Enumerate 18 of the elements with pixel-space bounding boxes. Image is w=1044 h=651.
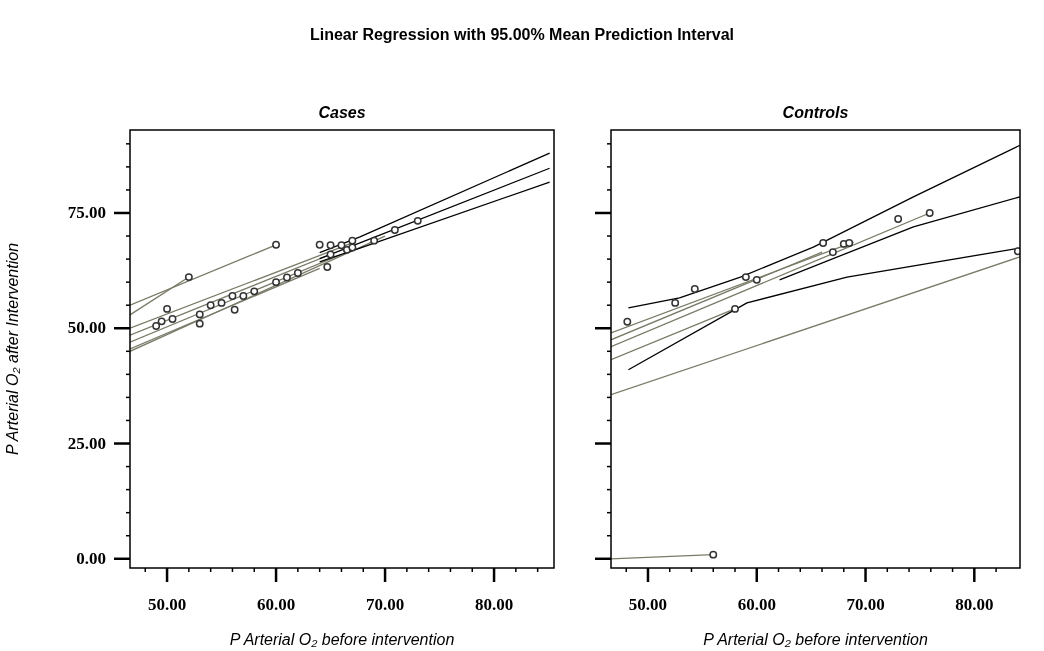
x-axis-title: P Arterial O₂ before intervention — [703, 631, 928, 648]
chart-subtitle: Controls — [782, 104, 849, 121]
x-tick-label: 60.00 — [737, 595, 776, 614]
x-tick-label: 50.00 — [147, 595, 187, 614]
x-tick-label: 80.00 — [474, 595, 514, 614]
chart-subtitle: Cases — [318, 104, 366, 121]
x-tick-label: 70.00 — [365, 595, 405, 614]
x-tick-label: 60.00 — [256, 595, 296, 614]
x-axis-title: P Arterial O₂ before intervention — [229, 631, 455, 648]
y-tick-label: 75.00 — [67, 202, 106, 222]
chart-title: Linear Regression with 95.00% Mean Prediction Interval — [309, 26, 735, 43]
y-tick-label: 50.00 — [67, 318, 106, 338]
y-tick-label: 25.00 — [67, 433, 106, 453]
x-tick-label: 70.00 — [846, 595, 885, 614]
x-tick-label: 80.00 — [955, 595, 994, 614]
y-axis-title: P Arterial O₂ after Intervention — [4, 242, 21, 456]
x-tick-label: 50.00 — [628, 595, 668, 614]
y-tick-label: 0.00 — [76, 548, 106, 568]
